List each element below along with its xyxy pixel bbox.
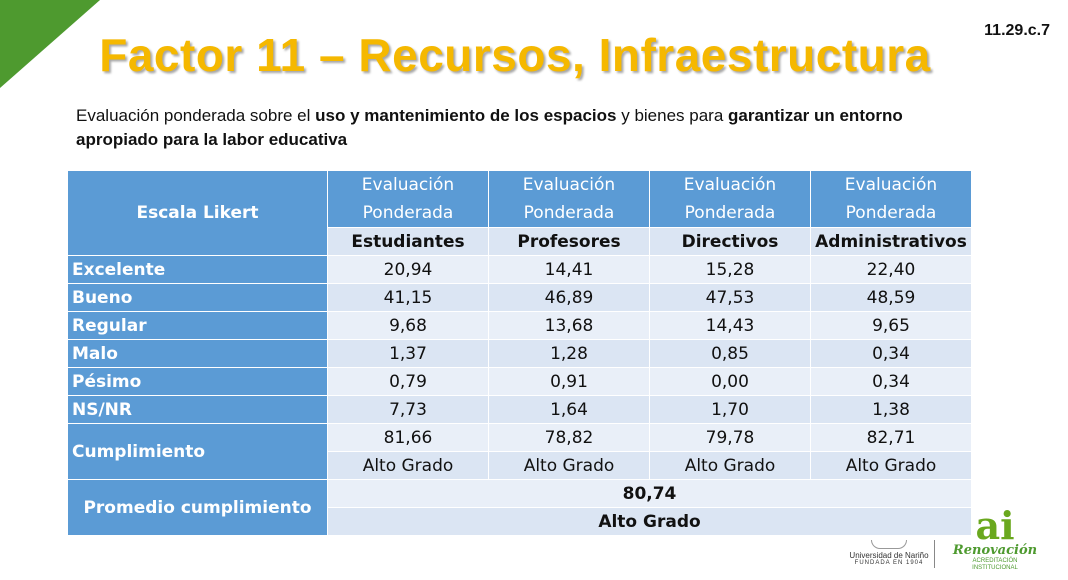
promedio-row: Promedio cumplimiento 80,74 <box>67 479 972 536</box>
promedio-label: Promedio cumplimiento <box>67 479 328 536</box>
cumplimiento-value: 81,66 <box>327 423 489 452</box>
row-label: Excelente <box>67 255 328 284</box>
table-cell: 20,94 <box>327 255 489 284</box>
table-row: Malo 1,37 1,28 0,85 0,34 <box>67 339 972 368</box>
row-label: Pésimo <box>67 367 328 396</box>
table-cell: 9,68 <box>327 311 489 340</box>
table-cell: 14,41 <box>488 255 650 284</box>
table-cell: 0,85 <box>649 339 811 368</box>
table-row: Bueno 41,15 46,89 47,53 48,59 <box>67 283 972 312</box>
table-cell: 9,65 <box>810 311 972 340</box>
slide-title: Factor 11 – Recursos, Infraestructura <box>99 29 931 81</box>
table-cell: 1,37 <box>327 339 489 368</box>
likert-table: Escala Likert Evaluación Ponderada Evalu… <box>67 170 972 536</box>
row-label: Regular <box>67 311 328 340</box>
table-cell: 0,34 <box>810 339 972 368</box>
table-cell: 47,53 <box>649 283 811 312</box>
table-cell: 41,15 <box>327 283 489 312</box>
cumplimiento-label: Cumplimiento <box>67 423 328 480</box>
logo-separator <box>934 540 935 568</box>
table-row: Excelente 20,94 14,41 15,28 22,40 <box>67 255 972 284</box>
column-header: Directivos <box>649 227 811 256</box>
promedio-grade: Alto Grado <box>327 507 972 536</box>
table-cell: 1,70 <box>649 395 811 424</box>
cumplimiento-grade: Alto Grado <box>649 451 811 480</box>
brand-tagline: ACREDITACIÓN INSTITUCIONAL <box>972 558 1018 571</box>
table-cell: 15,28 <box>649 255 811 284</box>
university-name: Universidad de Nariño <box>849 551 929 560</box>
table-cell: 13,68 <box>488 311 650 340</box>
table-cell: 0,91 <box>488 367 650 396</box>
column-header: Profesores <box>488 227 650 256</box>
corner-triangle-decoration <box>0 0 100 88</box>
subtitle-bold-2: garantizar un entorno apropiado para la … <box>76 106 903 149</box>
slide-code: 11.29.c.7 <box>984 22 1050 39</box>
group-header-administrativos: Evaluación Ponderada <box>810 170 972 228</box>
table-row: Pésimo 0,79 0,91 0,00 0,34 <box>67 367 972 396</box>
table-cell: 46,89 <box>488 283 650 312</box>
row-label: Bueno <box>67 283 328 312</box>
table-row: Regular 9,68 13,68 14,43 9,65 <box>67 311 972 340</box>
table-cell: 14,43 <box>649 311 811 340</box>
column-header: Administrativos <box>810 227 972 256</box>
row-label: NS/NR <box>67 395 328 424</box>
slide-subtitle: Evaluación ponderada sobre el uso y mant… <box>76 104 976 152</box>
table-cell: 1,28 <box>488 339 650 368</box>
column-header: Estudiantes <box>327 227 489 256</box>
subtitle-bold-1: uso y mantenimiento de los espacios <box>315 106 617 125</box>
group-header-profesores: Evaluación Ponderada <box>488 170 650 228</box>
row-label: Malo <box>67 339 328 368</box>
group-header-directivos: Evaluación Ponderada <box>649 170 811 228</box>
brand-name: Renovación <box>952 543 1038 558</box>
table-cell: 7,73 <box>327 395 489 424</box>
table-cell: 0,00 <box>649 367 811 396</box>
cumplimiento-grade: Alto Grado <box>810 451 972 480</box>
table-cell: 48,59 <box>810 283 972 312</box>
subtitle-part-1: Evaluación ponderada sobre el <box>76 106 316 125</box>
table-cell: 0,34 <box>810 367 972 396</box>
cumplimiento-value: 82,71 <box>810 423 972 452</box>
cumplimiento-value: 79,78 <box>649 423 811 452</box>
university-logo: Universidad de Nariño FUNDADA EN 1904 <box>844 540 934 566</box>
table-cell: 0,79 <box>327 367 489 396</box>
university-founded: FUNDADA EN 1904 <box>854 560 924 566</box>
subtitle-part-2: y bienes para <box>616 106 729 125</box>
promedio-value: 80,74 <box>327 479 972 508</box>
table-row: NS/NR 7,73 1,64 1,70 1,38 <box>67 395 972 424</box>
cumplimiento-grade: Alto Grado <box>327 451 489 480</box>
table-cell: 1,38 <box>810 395 972 424</box>
cumplimiento-grade: Alto Grado <box>488 451 650 480</box>
cumplimiento-row: Cumplimiento 81,66 78,82 79,78 82,71 <box>67 423 972 480</box>
brand-letters: ai <box>975 503 1015 548</box>
renovacion-logo: ai Renovación ACREDITACIÓN INSTITUCIONAL <box>950 503 1040 572</box>
table-cell: 22,40 <box>810 255 972 284</box>
group-header-estudiantes: Evaluación Ponderada <box>327 170 489 228</box>
corner-header: Escala Likert <box>67 170 328 256</box>
university-seal-icon <box>871 540 907 549</box>
cumplimiento-value: 78,82 <box>488 423 650 452</box>
promedio-grade-row: Alto Grado <box>68 507 972 536</box>
table-cell: 1,64 <box>488 395 650 424</box>
